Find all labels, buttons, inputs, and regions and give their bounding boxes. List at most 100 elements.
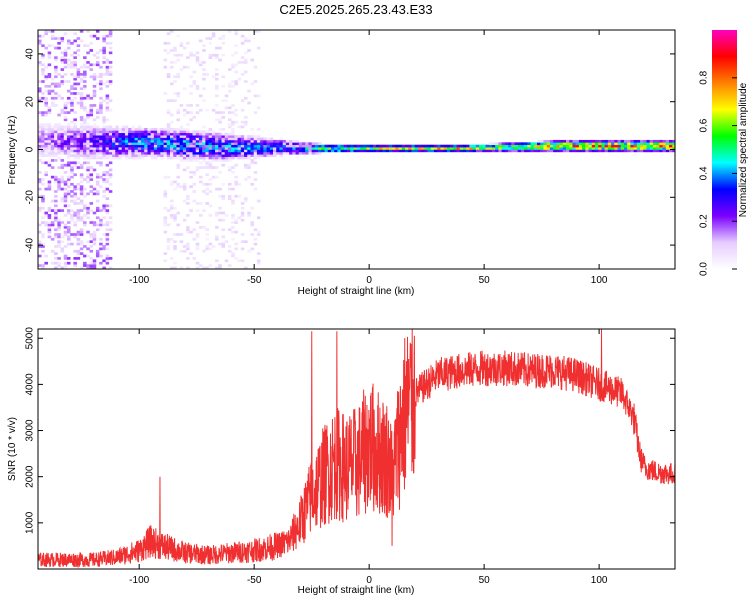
heatmap-cell bbox=[173, 206, 177, 210]
heatmap-cell bbox=[66, 41, 71, 45]
heatmap-cell bbox=[86, 51, 90, 55]
heatmap-cell bbox=[408, 149, 412, 153]
heatmap-cell bbox=[253, 139, 258, 143]
heatmap-cell bbox=[134, 156, 139, 160]
heatmap-cell bbox=[520, 142, 525, 146]
heatmap-cell bbox=[170, 266, 174, 270]
heatmap-cell bbox=[76, 101, 81, 105]
heatmap-cell bbox=[41, 266, 45, 270]
heatmap-cell bbox=[330, 147, 335, 150]
heatmap-cell bbox=[585, 139, 589, 143]
heatmap-cell bbox=[253, 171, 258, 174]
snr-y-label: SNR (10 * v/v) bbox=[7, 417, 18, 481]
heatmap-cell bbox=[282, 147, 287, 150]
heatmap-cell bbox=[179, 135, 184, 138]
heatmap-cell bbox=[469, 147, 473, 150]
heatmap-cell bbox=[99, 218, 103, 222]
heatmap-cell bbox=[227, 156, 232, 160]
heatmap-cell bbox=[585, 144, 589, 148]
heatmap-cell bbox=[41, 34, 45, 38]
heatmap-cell bbox=[99, 175, 103, 179]
heatmap-cell bbox=[89, 49, 94, 52]
heatmap-cell bbox=[543, 147, 547, 150]
heatmap-cell bbox=[60, 199, 65, 203]
heatmap-cell bbox=[173, 139, 177, 143]
heatmap-cell bbox=[591, 142, 596, 146]
heatmap-cell bbox=[83, 96, 87, 100]
heatmap-cell bbox=[224, 132, 229, 136]
heatmap-cell bbox=[47, 221, 52, 224]
heatmap-cell bbox=[395, 147, 399, 150]
heatmap-cell bbox=[369, 149, 374, 153]
heatmap-cell bbox=[369, 144, 374, 148]
heatmap-cell bbox=[231, 111, 235, 114]
heatmap-cell bbox=[224, 135, 229, 138]
heatmap-cell bbox=[99, 127, 103, 131]
heatmap-cell bbox=[47, 185, 52, 189]
heatmap-cell bbox=[227, 154, 232, 157]
heatmap-cell bbox=[89, 235, 94, 239]
heatmap-cell bbox=[231, 216, 235, 220]
heatmap-cell bbox=[60, 235, 65, 239]
heatmap-cell bbox=[66, 130, 71, 134]
heatmap-cell bbox=[102, 37, 106, 40]
heatmap-cell bbox=[166, 99, 171, 102]
heatmap-cell bbox=[105, 242, 110, 246]
heatmap-cell bbox=[163, 144, 168, 148]
heatmap-cell bbox=[79, 87, 84, 91]
heatmap-cell bbox=[92, 139, 97, 143]
heatmap-cell bbox=[92, 132, 97, 136]
heatmap-cell bbox=[276, 139, 280, 143]
heatmap-cell bbox=[86, 65, 90, 69]
heatmap-cell bbox=[102, 116, 106, 119]
heatmap-cell bbox=[95, 151, 100, 155]
heatmap-cell bbox=[89, 178, 94, 181]
heatmap-cell bbox=[669, 149, 673, 153]
heatmap-cell bbox=[38, 154, 42, 157]
heatmap-cell bbox=[256, 216, 261, 220]
heatmap-cell bbox=[672, 149, 676, 153]
snr-frame bbox=[37, 328, 676, 570]
heatmap-cell bbox=[240, 41, 245, 45]
heatmap-cell bbox=[482, 149, 486, 153]
heatmap-cell bbox=[195, 242, 200, 246]
heatmap-cell bbox=[630, 144, 634, 148]
heatmap-cell bbox=[250, 182, 255, 186]
heatmap-cell bbox=[205, 163, 209, 167]
heatmap-cell bbox=[198, 139, 203, 143]
heatmap-cell bbox=[656, 144, 660, 148]
heatmap-cell bbox=[537, 147, 541, 150]
heatmap-cell bbox=[269, 151, 274, 155]
heatmap-cell bbox=[205, 154, 209, 157]
heatmap-cell bbox=[54, 104, 58, 107]
heatmap-cell bbox=[237, 156, 242, 160]
heatmap-cell bbox=[147, 130, 151, 134]
heatmap-cell bbox=[173, 149, 177, 153]
heatmap-cell bbox=[202, 49, 206, 52]
heatmap-cell bbox=[202, 166, 206, 169]
heatmap-cell bbox=[66, 63, 71, 67]
heatmap-cell bbox=[308, 147, 312, 150]
heatmap-cell bbox=[166, 73, 171, 76]
heatmap-cell bbox=[208, 163, 213, 167]
heatmap-cell bbox=[182, 149, 187, 153]
heatmap-cell bbox=[256, 147, 261, 150]
heatmap-cell bbox=[182, 159, 187, 162]
heatmap-cell bbox=[549, 147, 554, 150]
heatmap-cell bbox=[189, 175, 193, 179]
heatmap-cell bbox=[50, 166, 55, 169]
heatmap-cell bbox=[601, 147, 605, 150]
heatmap-cell bbox=[646, 149, 650, 153]
heatmap-cell bbox=[524, 144, 528, 148]
heatmap-cell bbox=[205, 73, 209, 76]
heatmap-cell bbox=[260, 154, 264, 157]
heatmap-cell bbox=[414, 144, 419, 148]
heatmap-cell bbox=[176, 73, 180, 76]
heatmap-cell bbox=[289, 147, 293, 150]
heatmap-cell bbox=[86, 154, 90, 157]
heatmap-cell bbox=[620, 149, 625, 153]
heatmap-cell bbox=[105, 187, 110, 191]
heatmap-cell bbox=[41, 70, 45, 74]
heatmap-cell bbox=[247, 211, 251, 215]
